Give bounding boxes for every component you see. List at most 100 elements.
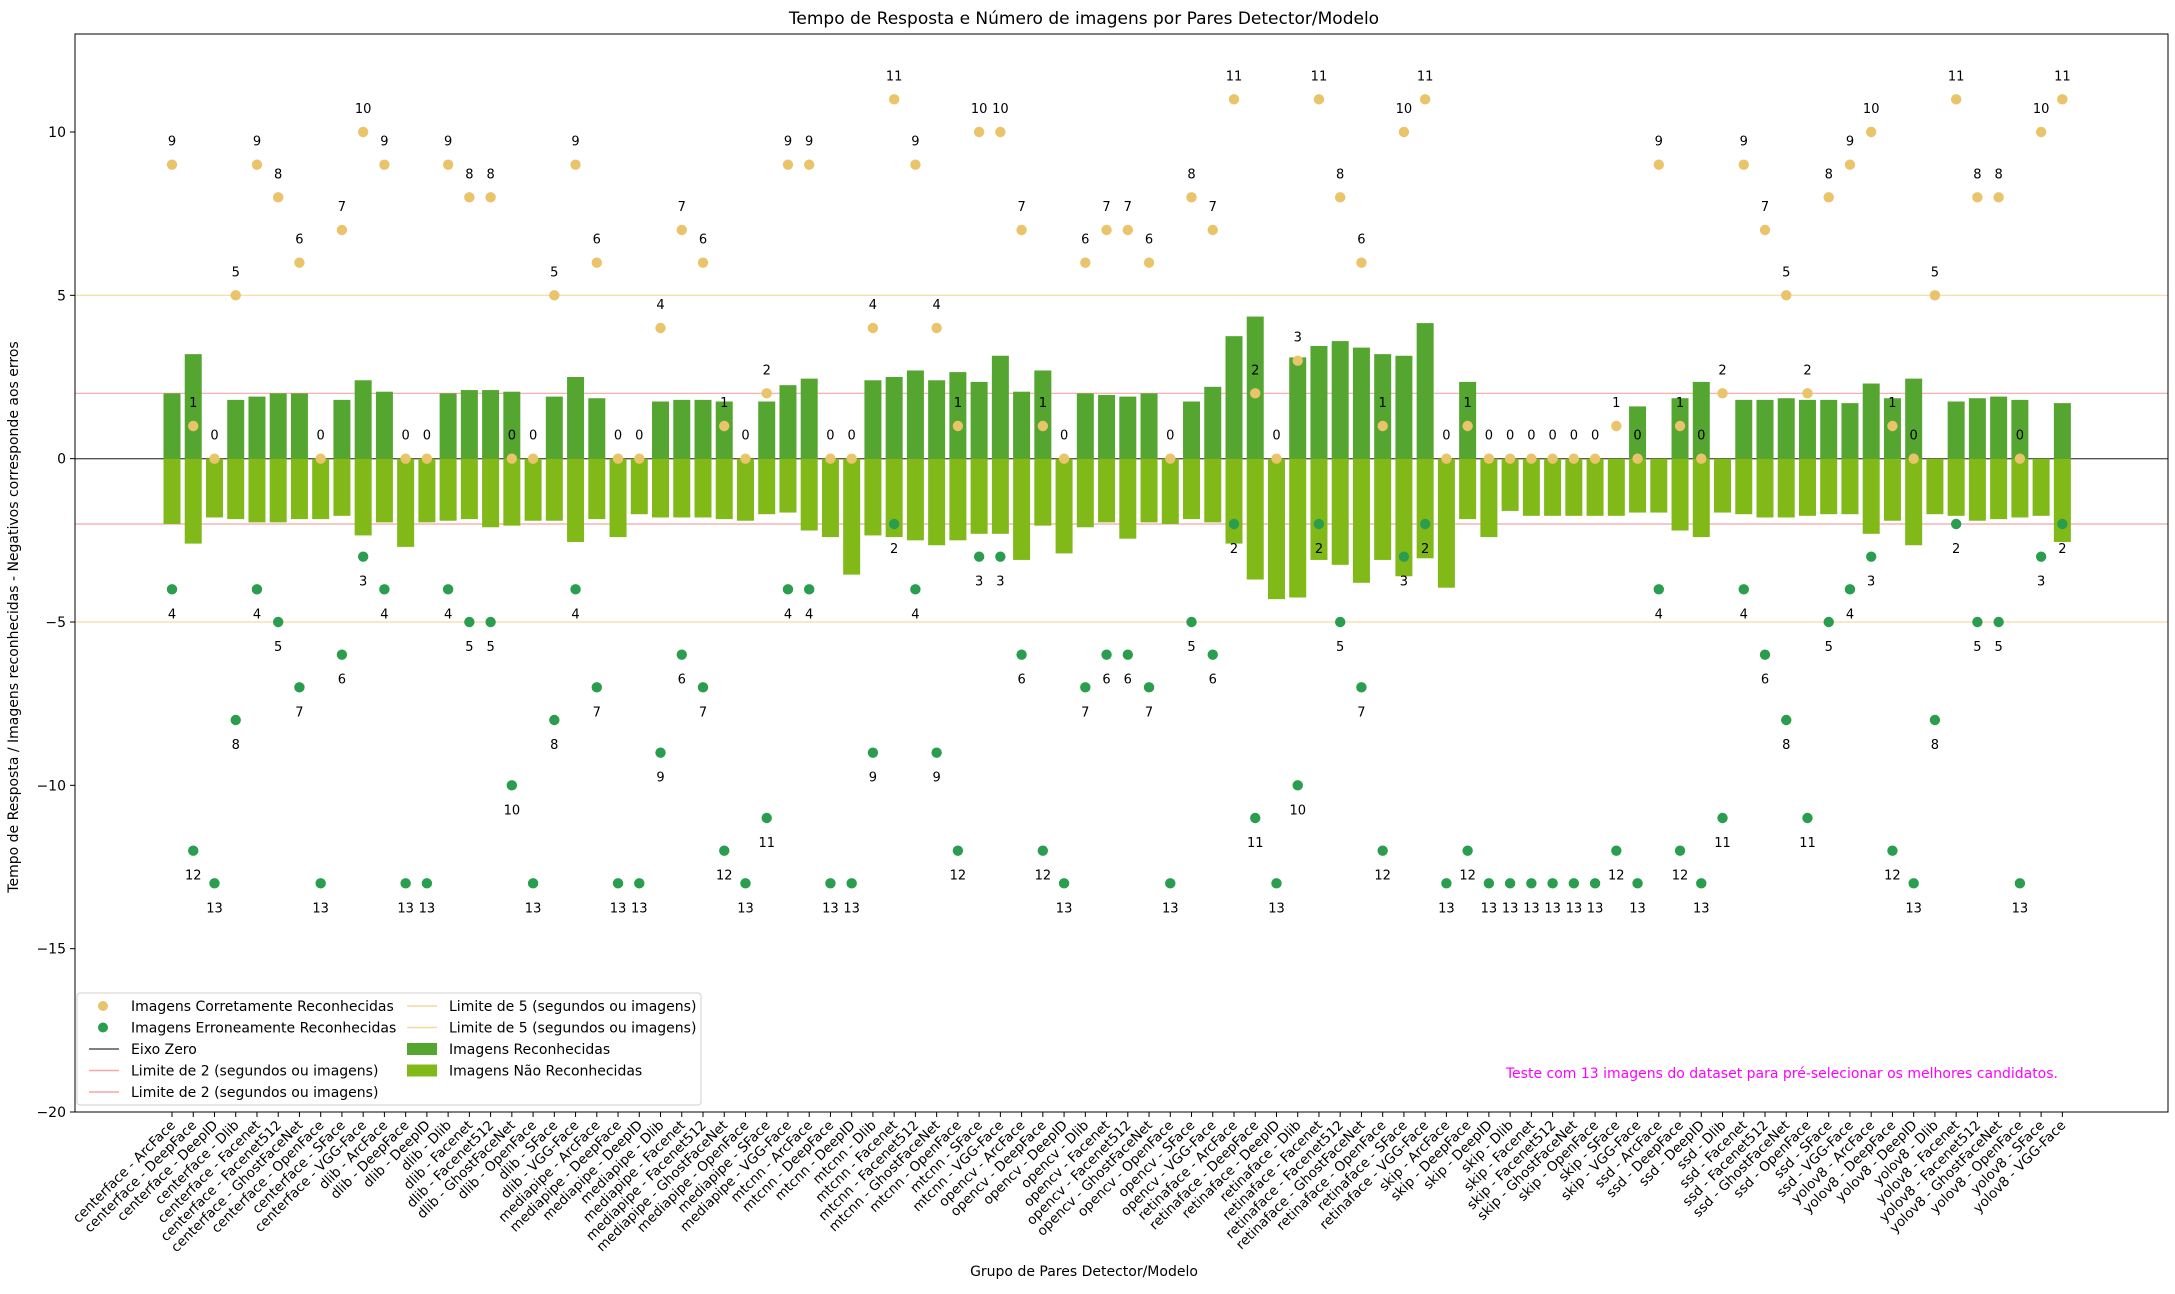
data-label-correct: 0: [1697, 429, 1705, 444]
data-label-error: 5: [1973, 640, 1981, 655]
data-label-error: 4: [911, 607, 919, 622]
bar-not-recognized: [1119, 458, 1137, 539]
legend-label: Imagens Erroneamente Reconhecidas: [131, 1021, 396, 1037]
bar-recognized: [1352, 347, 1370, 459]
point-correct: [1696, 453, 1707, 464]
bar-not-recognized: [1459, 458, 1477, 520]
data-label-correct: 1: [1039, 396, 1047, 411]
point-correct: [1356, 257, 1367, 268]
data-label-error: 13: [1056, 901, 1073, 916]
bar-not-recognized: [1735, 458, 1753, 515]
data-label-error: 7: [593, 705, 601, 720]
legend-label: Imagens Não Reconhecidas: [449, 1064, 642, 1080]
point-correct: [1143, 257, 1155, 268]
point-error: [952, 845, 964, 856]
point-error: [1738, 584, 1749, 595]
point-error: [846, 878, 857, 889]
data-label-correct: 1: [1888, 396, 1896, 411]
point-error: [1462, 845, 1473, 856]
bar-not-recognized: [1416, 458, 1434, 559]
point-error: [1313, 518, 1325, 530]
point-correct: [910, 159, 921, 170]
bar-recognized: [588, 398, 606, 459]
bar-recognized: [652, 401, 670, 459]
bar-not-recognized: [312, 458, 330, 520]
bar-not-recognized: [375, 458, 393, 523]
bar-not-recognized: [652, 458, 670, 518]
bar-recognized: [482, 390, 500, 459]
point-error: [804, 584, 815, 595]
point-error: [910, 584, 921, 595]
data-label-error: 3: [1400, 575, 1408, 590]
point-error: [1483, 878, 1495, 889]
data-label-error: 13: [737, 901, 754, 916]
point-error: [1781, 714, 1792, 726]
point-correct: [1080, 257, 1091, 268]
data-label-error: 6: [678, 673, 686, 688]
data-label-error: 12: [1608, 869, 1625, 884]
bar-not-recognized: [1692, 458, 1710, 538]
data-label-error: 5: [486, 640, 494, 655]
data-label-error: 8: [232, 738, 240, 753]
data-label-correct: 7: [1209, 200, 1217, 215]
point-correct: [1547, 453, 1558, 464]
bar-recognized: [1395, 355, 1413, 459]
bar-recognized: [1947, 401, 1965, 459]
bar-recognized: [1629, 406, 1647, 459]
legend-label: Imagens Corretamente Reconhecidas: [131, 999, 394, 1015]
point-correct: [1781, 290, 1792, 301]
data-label-correct: 0: [1633, 429, 1641, 444]
point-error: [1759, 649, 1771, 660]
bar-recognized: [354, 380, 372, 459]
data-label-error: 12: [716, 869, 733, 884]
data-label-correct: 0: [848, 429, 856, 444]
bar-not-recognized: [906, 458, 924, 541]
bar-recognized: [1246, 316, 1264, 459]
bar-not-recognized: [864, 458, 882, 536]
y-tick-label: 5: [57, 288, 66, 304]
point-error: [506, 780, 518, 791]
data-label-error: 13: [2012, 901, 2029, 916]
bar-recognized: [1798, 399, 1816, 459]
data-label-correct: 10: [992, 102, 1009, 117]
bar-not-recognized: [503, 458, 521, 526]
bar-recognized: [163, 393, 181, 459]
data-label-error: 3: [2037, 575, 2045, 590]
point-error: [655, 747, 666, 758]
data-label-error: 5: [1187, 640, 1195, 655]
bar-recognized: [1374, 354, 1392, 459]
data-label-error: 12: [1035, 869, 1052, 884]
point-correct: [2035, 126, 2047, 138]
point-correct: [1717, 388, 1728, 399]
bar-not-recognized: [1204, 458, 1222, 523]
point-error: [634, 878, 645, 889]
bar-recognized: [1289, 357, 1307, 459]
point-error: [294, 682, 305, 693]
data-label-error: 7: [295, 705, 303, 720]
bar-recognized: [460, 390, 478, 459]
point-correct: [1016, 224, 1027, 236]
data-label-error: 4: [805, 607, 813, 622]
point-error: [1292, 780, 1303, 791]
point-correct: [1377, 420, 1388, 432]
point-correct: [1993, 192, 2004, 203]
bar-not-recognized: [460, 458, 478, 520]
data-label-error: 10: [504, 803, 521, 818]
point-correct: [1228, 94, 1240, 105]
bar-recognized: [1013, 391, 1031, 459]
data-label-correct: 0: [423, 429, 431, 444]
bar-not-recognized: [545, 458, 563, 521]
point-error: [1589, 878, 1601, 889]
data-label-correct: 6: [295, 233, 303, 248]
data-label-correct: 0: [1570, 429, 1578, 444]
legend-label: Imagens Reconhecidas: [449, 1042, 610, 1058]
data-label-correct: 4: [932, 298, 940, 313]
point-error: [867, 747, 879, 758]
bar-recognized: [1841, 403, 1859, 459]
data-label-correct: 0: [1060, 429, 1068, 444]
data-label-correct: 1: [1463, 396, 1471, 411]
point-correct: [1929, 290, 1941, 301]
data-label-correct: 10: [971, 102, 988, 117]
point-correct: [464, 192, 475, 203]
bar-not-recognized: [673, 458, 691, 518]
